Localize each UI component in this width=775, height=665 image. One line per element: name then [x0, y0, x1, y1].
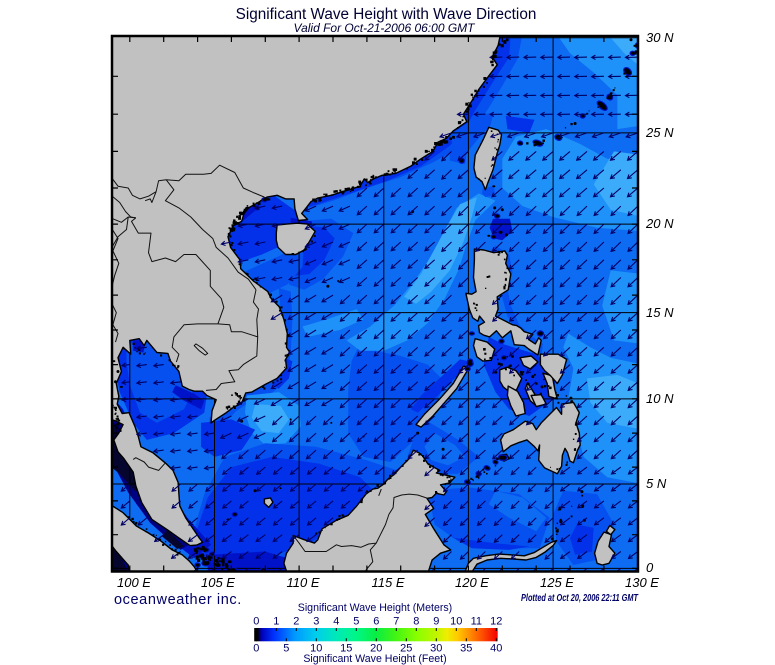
- svg-text:9: 9: [433, 616, 439, 628]
- svg-text:Significant Wave Height (Feet): Significant Wave Height (Feet): [303, 653, 446, 665]
- svg-text:Plotted at Oct 20, 2006 22:11: Plotted at Oct 20, 2006 22:11 GMT: [521, 592, 639, 604]
- svg-text:10: 10: [310, 643, 322, 655]
- svg-text:30: 30: [430, 643, 442, 655]
- svg-text:10 N: 10 N: [646, 391, 674, 406]
- svg-text:5: 5: [353, 616, 359, 628]
- svg-text:115 E: 115 E: [371, 575, 404, 590]
- svg-text:130 E: 130 E: [625, 575, 659, 590]
- svg-text:0: 0: [253, 643, 259, 655]
- svg-text:1: 1: [273, 616, 279, 628]
- svg-text:40: 40: [490, 643, 502, 655]
- svg-text:25 N: 25 N: [645, 125, 674, 140]
- svg-text:5: 5: [283, 643, 289, 655]
- svg-text:35: 35: [460, 643, 472, 655]
- svg-text:0: 0: [646, 560, 654, 575]
- svg-text:10: 10: [450, 616, 462, 628]
- svg-text:oceanweather inc.: oceanweather inc.: [114, 592, 242, 608]
- svg-text:30 N: 30 N: [646, 30, 674, 45]
- svg-text:5 N: 5 N: [646, 476, 667, 491]
- svg-text:25: 25: [400, 643, 412, 655]
- svg-text:125 E: 125 E: [540, 575, 574, 590]
- svg-text:15 N: 15 N: [646, 305, 674, 320]
- svg-text:Significant Wave Height with W: Significant Wave Height with Wave Direct…: [236, 6, 537, 23]
- svg-text:11: 11: [471, 616, 482, 628]
- svg-text:120 E: 120 E: [455, 575, 489, 590]
- svg-text:12: 12: [490, 616, 502, 628]
- svg-text:4: 4: [333, 616, 339, 628]
- svg-text:110 E: 110 E: [286, 575, 319, 590]
- svg-text:105 E: 105 E: [201, 575, 235, 590]
- svg-text:0: 0: [253, 616, 259, 628]
- svg-text:3: 3: [313, 616, 319, 628]
- svg-text:15: 15: [340, 643, 352, 655]
- svg-text:8: 8: [413, 616, 419, 628]
- svg-text:7: 7: [393, 616, 399, 628]
- svg-text:100 E: 100 E: [117, 575, 151, 590]
- svg-text:Valid For Oct-21-2006 06:00 GM: Valid For Oct-21-2006 06:00 GMT: [294, 21, 477, 35]
- svg-text:20 N: 20 N: [645, 216, 674, 231]
- svg-text:20: 20: [370, 643, 382, 655]
- svg-text:6: 6: [373, 616, 379, 628]
- svg-text:Significant Wave Height (Meter: Significant Wave Height (Meters): [298, 602, 452, 614]
- svg-text:2: 2: [293, 616, 299, 628]
